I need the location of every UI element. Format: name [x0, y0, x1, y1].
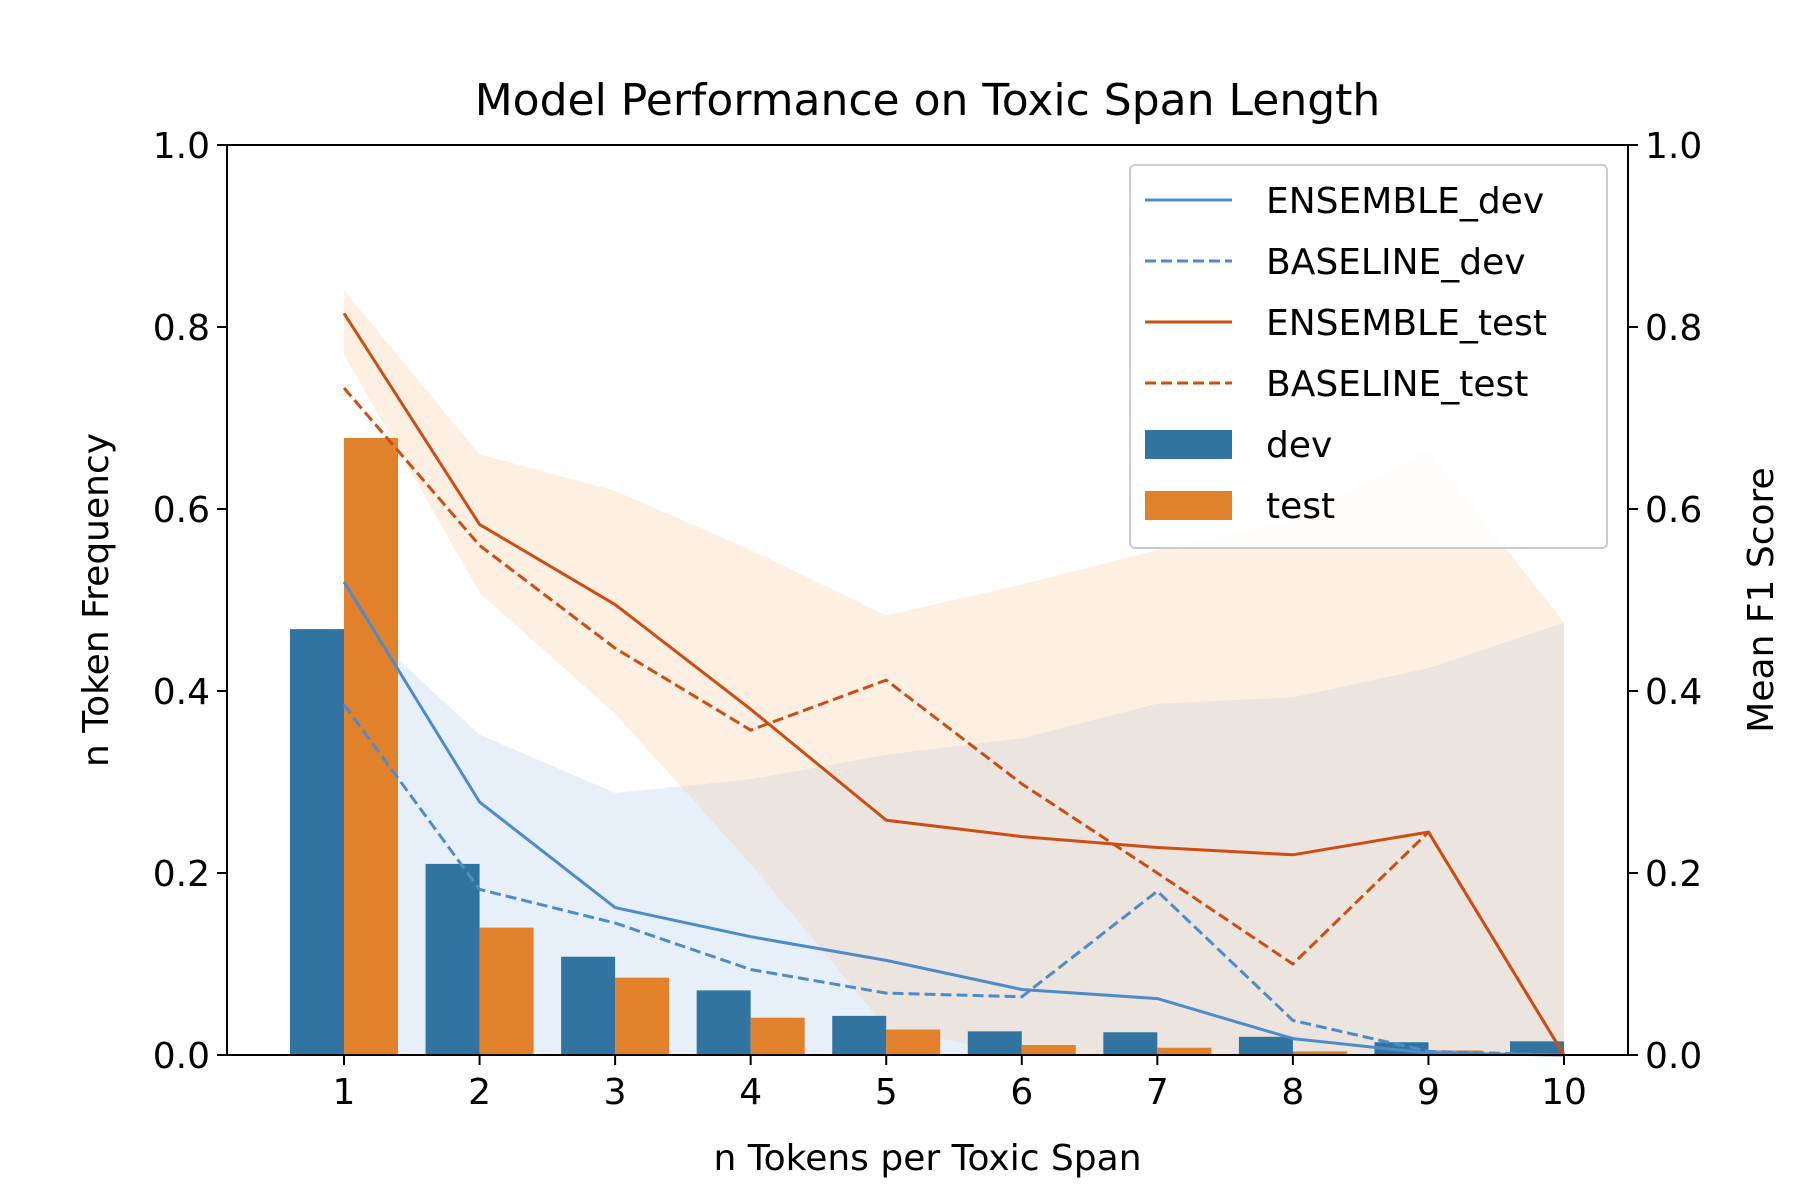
legend-label: ENSEMBLE_test: [1266, 303, 1547, 344]
y-tick-label-right: 1.0: [1645, 126, 1702, 167]
y-tick-label-right: 0.0: [1645, 1036, 1702, 1077]
bar-test-2: [479, 927, 534, 1055]
bar-test-3: [615, 977, 670, 1055]
x-tick-label: 7: [1146, 1072, 1169, 1113]
x-tick-label: 5: [875, 1072, 898, 1113]
x-tick-label: 6: [1010, 1072, 1033, 1113]
bar-dev-7: [1103, 1032, 1158, 1055]
legend-label: ENSEMBLE_dev: [1266, 181, 1544, 222]
x-tick-label: 3: [604, 1072, 627, 1113]
bar-test-6: [1021, 1044, 1076, 1055]
axis-ticks: 1 2 3 4 5 6 7 8 9 10 0.0 0.2 0.4 0.6 0.8 1.0 0.0 0.2 0.4 0.…: [153, 126, 1703, 1113]
bar-test-7: [1157, 1047, 1212, 1055]
bar-dev-10: [1510, 1041, 1564, 1055]
bar-test-8: [1292, 1051, 1347, 1055]
x-tick-label: 8: [1281, 1072, 1304, 1113]
band-test: [344, 290, 1564, 1056]
bar-dev-3: [561, 956, 616, 1055]
y-tick-label-right: 0.8: [1645, 308, 1702, 349]
x-tick-label: 10: [1541, 1072, 1587, 1113]
line-ENSEMBLE_test: [342, 312, 1566, 1056]
legend-label: BASELINE_dev: [1266, 242, 1526, 283]
legend-box: [1129, 164, 1608, 549]
series-lines: [342, 312, 1566, 1057]
x-tick-label: 4: [739, 1072, 762, 1113]
band-dev: [344, 609, 1564, 1055]
y-tick-label-left: 0.4: [153, 672, 210, 713]
confidence-bands: [344, 290, 1564, 1056]
legend-label: BASELINE_test: [1266, 364, 1528, 405]
y-axis-label-right: Mean F1 Score: [1741, 467, 1782, 732]
y-tick-label-right: 0.4: [1645, 672, 1702, 713]
x-tick-label: 9: [1417, 1072, 1440, 1113]
x-axis-label: n Tokens per Toxic Span: [713, 1138, 1141, 1179]
bar-dev-6: [967, 1031, 1022, 1055]
bar-test-5: [886, 1029, 941, 1055]
y-tick-label-right: 0.2: [1645, 854, 1702, 895]
bar-dev-8: [1238, 1036, 1293, 1055]
legend-label: test: [1266, 486, 1335, 527]
legend-swatch-test: [1145, 491, 1232, 520]
y-tick-label-left: 0.0: [153, 1036, 210, 1077]
y-axis-label-left: n Token Frequency: [76, 433, 117, 767]
y-tick-label-left: 1.0: [153, 126, 210, 167]
bar-dev-2: [425, 863, 480, 1055]
legend-label: dev: [1266, 425, 1332, 466]
bar-test-4: [750, 1017, 805, 1055]
bars: [290, 438, 1564, 1055]
x-tick-label: 1: [333, 1072, 356, 1113]
x-tick-label: 2: [468, 1072, 491, 1113]
y-tick-label-right: 0.6: [1645, 490, 1702, 531]
y-tick-label-left: 0.6: [153, 490, 210, 531]
legend: ENSEMBLE_dev BASELINE_dev ENSEMBLE_test BAS…: [1129, 164, 1608, 549]
legend-swatch-dev: [1145, 430, 1232, 459]
line-BASELINE_dev: [342, 703, 1565, 1057]
bar-dev-5: [832, 1015, 887, 1055]
plot-frame: [226, 144, 1629, 1056]
line-BASELINE_test: [342, 386, 1566, 1056]
bar-dev-1: [290, 629, 344, 1055]
chart-title: Model Performance on Toxic Span Length: [475, 75, 1381, 126]
bar-dev-4: [696, 990, 751, 1055]
y-tick-label-left: 0.2: [153, 854, 210, 895]
y-tick-label-left: 0.8: [153, 308, 210, 349]
line-ENSEMBLE_dev: [342, 581, 1565, 1057]
bar-test-1: [344, 438, 398, 1055]
